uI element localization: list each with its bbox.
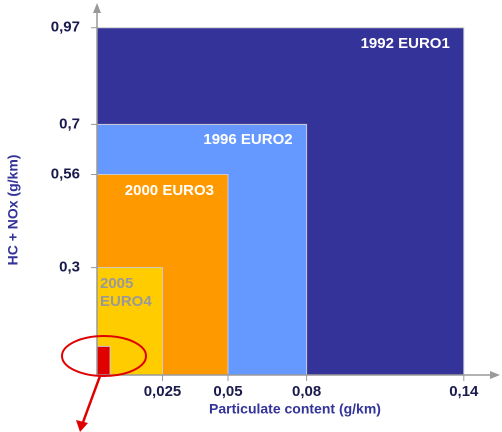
x-tick-label: 0,08 [292, 383, 321, 400]
y-tick-label: 0,97 [51, 19, 80, 36]
y-tick-label: 0,56 [51, 165, 80, 182]
x-tick-label: 0,14 [449, 383, 479, 400]
x-arrow [490, 371, 500, 379]
x-tick-label: 0,05 [213, 383, 242, 400]
series-label: 1996 EURO2 [203, 131, 293, 149]
y-tick-label: 0,3 [59, 259, 80, 276]
x-tick-label: 0,025 [144, 383, 182, 400]
highlight-ellipse [61, 335, 147, 377]
x-axis-label: Particulate content (g/km) [209, 401, 381, 417]
y-arrow [93, 3, 101, 13]
y-axis-label: HC + NOx (g/km) [5, 155, 21, 266]
highlight-arrow [80, 375, 102, 426]
arrow-head [76, 420, 88, 432]
limit-rect [96, 345, 111, 376]
y-tick-label: 0,7 [59, 115, 80, 132]
series-label: 1992 EURO1 [360, 34, 450, 52]
series-label: 2000 EURO3 [124, 181, 214, 199]
series-label: 2005 EURO4 [100, 274, 152, 310]
